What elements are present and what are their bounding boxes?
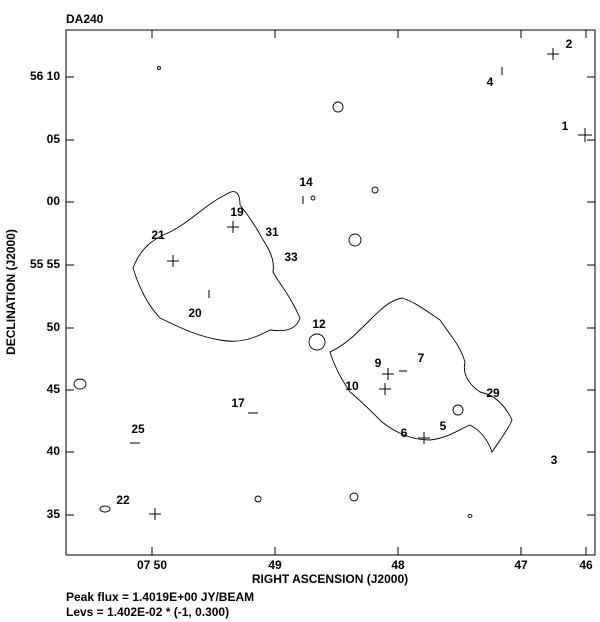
x-tick-label: 49 xyxy=(268,558,282,572)
source-label: 20 xyxy=(188,306,202,320)
source-label: 22 xyxy=(116,493,130,507)
source-label: 17 xyxy=(231,396,245,410)
source-label: 10 xyxy=(345,379,359,393)
footer-line: Levs = 1.402E-02 * (-1, 0.300) xyxy=(66,605,229,619)
y-tick-label: 55 55 xyxy=(30,257,60,271)
source-label: 5 xyxy=(440,419,447,433)
source-label: 9 xyxy=(375,356,382,370)
y-axis-label: DECLINATION (J2000) xyxy=(4,229,18,355)
x-tick-label: 47 xyxy=(514,558,528,572)
source-label: 14 xyxy=(299,175,313,189)
source-label: 2 xyxy=(566,37,573,51)
source-label: 19 xyxy=(230,205,244,219)
source-label: 25 xyxy=(131,422,145,436)
x-tick-label: 48 xyxy=(391,558,405,572)
source-label: 21 xyxy=(151,228,165,242)
frame xyxy=(65,29,596,556)
y-tick-label: 05 xyxy=(47,132,61,146)
source-label: 1 xyxy=(562,119,569,133)
y-tick-label: 56 10 xyxy=(30,69,60,83)
source-label: 33 xyxy=(284,250,298,264)
y-tick-label: 35 xyxy=(47,507,61,521)
source-label: 4 xyxy=(487,75,494,89)
title: DA240 xyxy=(66,12,104,26)
contours xyxy=(73,66,513,518)
y-tick-label: 00 xyxy=(47,194,61,208)
x-tick-label: 07 50 xyxy=(137,558,167,572)
source-label: 12 xyxy=(312,317,326,331)
x-tick-label: 46 xyxy=(579,558,593,572)
y-tick-label: 40 xyxy=(47,444,61,458)
footer-line: Peak flux = 1.4019E+00 JY/BEAM xyxy=(66,590,254,604)
source-label: 3 xyxy=(551,453,558,467)
x-axis-label: RIGHT ASCENSION (J2000) xyxy=(252,572,408,586)
source-label: 6 xyxy=(401,426,408,440)
source-label: 31 xyxy=(265,225,279,239)
source-label: 29 xyxy=(486,386,500,400)
source-markers xyxy=(130,48,592,520)
y-tick-label: 45 xyxy=(47,382,61,396)
y-tick-label: 50 xyxy=(47,320,61,334)
source-label: 7 xyxy=(418,351,425,365)
